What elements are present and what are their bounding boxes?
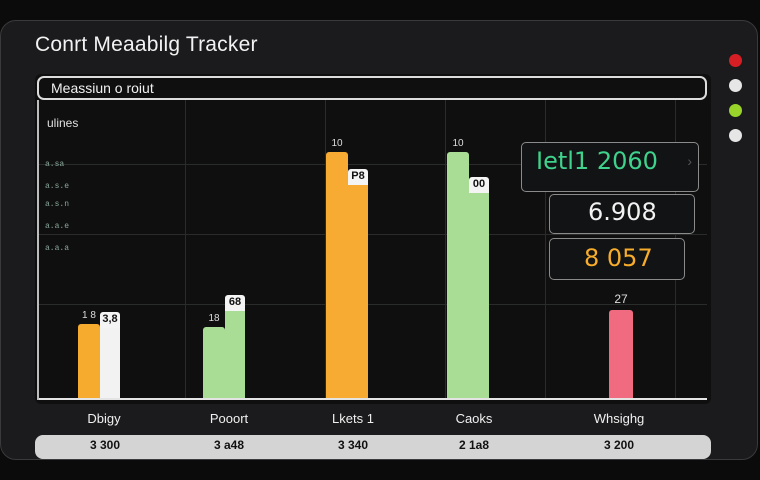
y-tick-label: a.a.a — [45, 244, 70, 253]
bar-value-label: 68 — [228, 295, 242, 308]
bar-primary[interactable] — [78, 324, 100, 398]
category-label: Whsighg — [593, 411, 645, 426]
status-dot-red[interactable] — [729, 54, 742, 67]
gridline — [37, 234, 707, 235]
bar-primary[interactable] — [203, 326, 225, 398]
bar-value-label: 18 — [208, 312, 220, 324]
gridline — [545, 100, 546, 398]
summary-value: 3 300 — [89, 438, 121, 452]
app-window: Conrt Meaabilg Tracker Meassiun o roiut … — [0, 20, 758, 460]
metric-card-total[interactable]: Ietl1 2060 › — [521, 142, 699, 192]
bar-value-label: 3,8 — [102, 313, 118, 325]
category-label: Pooort — [209, 411, 249, 426]
metric-card-avg-value: 6.908 — [588, 198, 657, 226]
status-dot-white-2[interactable] — [729, 129, 742, 142]
bar-value-label: 10 — [452, 138, 464, 150]
status-dots — [729, 54, 745, 154]
bar-value-label: 00 — [472, 177, 486, 190]
summary-value: 2 1a8 — [458, 438, 490, 452]
bar-secondary[interactable] — [225, 294, 245, 398]
summary-value: 3 a48 — [213, 438, 245, 452]
gridline — [37, 304, 707, 305]
summary-value: 3 200 — [603, 438, 635, 452]
metric-card-peak[interactable]: 8 057 — [549, 238, 685, 280]
category-label: Dbigy — [87, 411, 121, 426]
bar-value-label: 27 — [614, 291, 628, 306]
y-tick-label: a.s.n — [45, 200, 70, 209]
y-axis — [37, 100, 39, 400]
gridline — [325, 100, 326, 398]
category-label: Lkets 1 — [332, 411, 374, 426]
metric-card-total-value: Ietl1 2060 — [536, 147, 658, 175]
summary-bar: 3 300 3 a48 3 340 2 1a8 3 200 — [35, 435, 711, 459]
bar-secondary[interactable] — [469, 176, 489, 398]
gridline — [445, 100, 446, 398]
metric-card-peak-value: 8 057 — [584, 244, 653, 272]
status-dot-green[interactable] — [729, 104, 742, 117]
y-tick-label: a.sa — [45, 160, 65, 169]
category-label: Caoks — [455, 411, 493, 426]
bar-primary[interactable] — [326, 152, 348, 398]
chevron-right-icon: › — [687, 153, 692, 169]
panel-header-label: Meassiun o roiut — [51, 80, 154, 96]
bar-value-label: 1 8 — [82, 310, 96, 322]
y-axis-label: ulines — [47, 116, 79, 130]
y-tick-label: a.s.e — [45, 182, 70, 191]
bar-value-label: P8 — [351, 170, 365, 183]
app-title: Conrt Meaabilg Tracker — [35, 33, 258, 56]
gridline — [185, 100, 186, 398]
gridline — [37, 164, 707, 165]
panel-header: Meassiun o roiut — [37, 76, 707, 100]
bar-secondary[interactable] — [348, 169, 368, 398]
summary-value: 3 340 — [337, 438, 369, 452]
x-axis — [37, 398, 707, 400]
metric-card-avg[interactable]: 6.908 — [549, 194, 695, 234]
status-dot-white[interactable] — [729, 79, 742, 92]
bar-value-label: 10 — [331, 138, 343, 150]
bar-primary[interactable] — [609, 309, 633, 398]
chart-panel: Meassiun o roiut ulines a.sa a.s.e a.s.n… — [35, 74, 711, 404]
y-tick-label: a.a.e — [45, 222, 70, 231]
bar-secondary[interactable] — [100, 312, 120, 398]
bar-primary[interactable] — [447, 152, 469, 398]
